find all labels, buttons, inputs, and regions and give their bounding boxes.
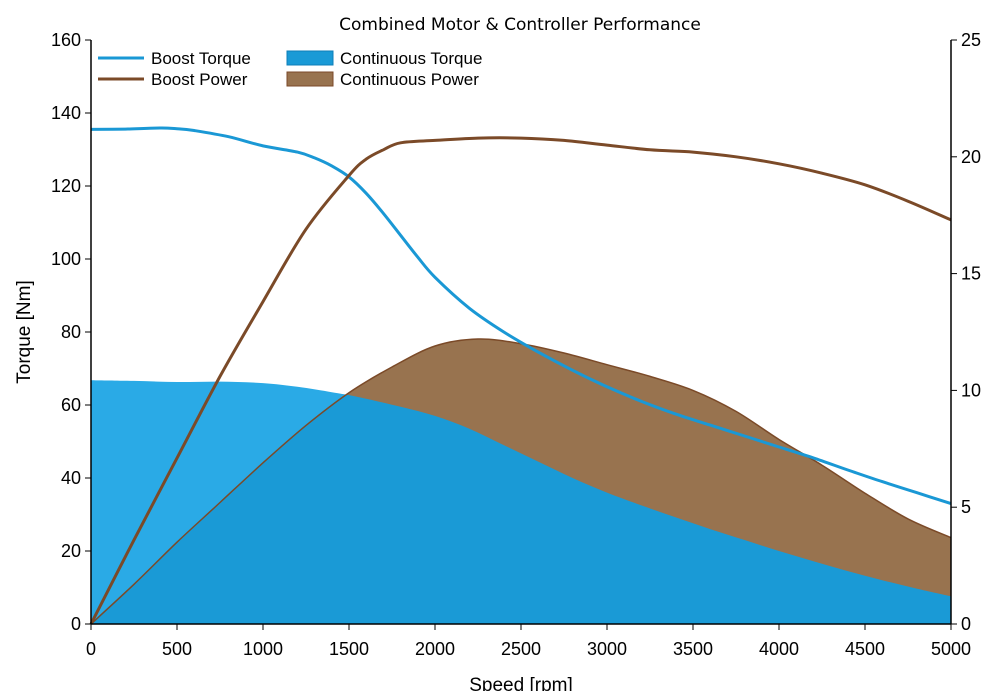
legend-label: Boost Power: [151, 70, 248, 89]
x-tick-label: 2000: [415, 639, 455, 659]
boost-torque-line: [90, 126, 952, 506]
y-tick-label: 80: [61, 322, 81, 342]
x-tick-label: 3000: [587, 639, 627, 659]
y2-tick-label: 15: [961, 264, 981, 284]
chart-title: Combined Motor & Controller Performance: [339, 15, 701, 35]
x-tick-label: 4500: [845, 639, 885, 659]
y-tick-label: 120: [51, 176, 81, 196]
torque-power-overlap-area: [91, 380, 951, 624]
y2-tick-label: 25: [961, 30, 981, 50]
boost-power-line: [89, 136, 952, 625]
x-tick-label: 3500: [673, 639, 713, 659]
area-layer: [90, 338, 952, 625]
legend-swatch-continuous-power: [286, 71, 334, 87]
y-tick-label: 140: [51, 103, 81, 123]
y-tick-label: 100: [51, 249, 81, 269]
x-tick-label: 1500: [329, 639, 369, 659]
legend-item-boost-power: Boost Power: [98, 70, 248, 89]
axes-layer: 0 500 1000 1500 2000 2500 3000 3500 4000 4500 5000…: [51, 30, 981, 659]
legend-label: Boost Torque: [151, 49, 251, 68]
x-tick-label: 5000: [931, 639, 971, 659]
y2-tick-label: 20: [961, 147, 981, 167]
x-tick-label: 1000: [243, 639, 283, 659]
x-tick-label: 0: [86, 639, 96, 659]
y-tick-label: 60: [61, 395, 81, 415]
y2-tick-label: 0: [961, 614, 971, 634]
y-tick-label: 0: [71, 614, 81, 634]
legend: Boost Torque Boost Power Continuous Torque…: [98, 49, 482, 89]
legend-label: Continuous Torque: [340, 49, 482, 68]
y-tick-label: 20: [61, 541, 81, 561]
y-tick-label: 40: [61, 468, 81, 488]
legend-label: Continuous Power: [340, 70, 479, 89]
x-tick-label: 2500: [501, 639, 541, 659]
y2-tick-label: 10: [961, 380, 981, 400]
line-layer: [89, 126, 952, 625]
y-axis-title: Torque [Nm]: [14, 280, 35, 383]
x-axis-title: Speed [rpm]: [469, 675, 573, 691]
legend-item-boost-torque: Boost Torque: [98, 49, 251, 68]
y2-tick-label: 5: [961, 497, 971, 517]
x-tick-label: 500: [162, 639, 192, 659]
legend-swatch-continuous-torque: [286, 50, 334, 66]
y-tick-label: 160: [51, 30, 81, 50]
x-tick-label: 4000: [759, 639, 799, 659]
legend-item-continuous-power: Continuous Power: [286, 70, 479, 89]
legend-item-continuous-torque: Continuous Torque: [286, 49, 482, 68]
